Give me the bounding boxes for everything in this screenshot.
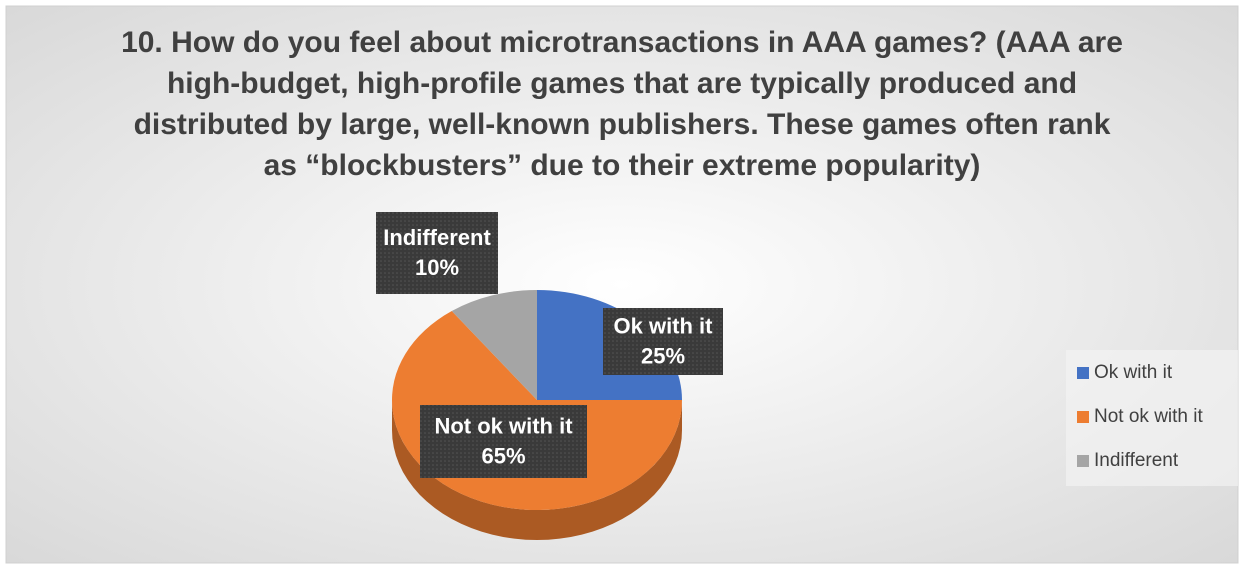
data-label-box xyxy=(603,308,723,375)
data-label-value: 25% xyxy=(641,343,685,368)
legend-swatch xyxy=(1077,455,1089,467)
data-label-name: Not ok with it xyxy=(434,413,573,438)
legend-box xyxy=(1066,350,1238,486)
legend-label: Not ok with it xyxy=(1094,406,1203,427)
data-label-box xyxy=(420,405,587,478)
slice-side xyxy=(392,400,682,540)
data-label-value: 10% xyxy=(415,255,459,280)
data-label-value: 65% xyxy=(481,443,525,468)
slice xyxy=(451,290,537,400)
legend-swatch xyxy=(1077,367,1089,379)
chart-title: 10. How do you feel about microtransacti… xyxy=(121,26,1123,182)
legend-label: Ok with it xyxy=(1094,362,1173,383)
data-label-box xyxy=(376,212,498,294)
legend-label: Indifferent xyxy=(1094,450,1179,471)
legend-swatch xyxy=(1077,411,1089,423)
data-label-name: Indifferent xyxy=(383,225,491,250)
data-label-name: Ok with it xyxy=(614,313,714,338)
